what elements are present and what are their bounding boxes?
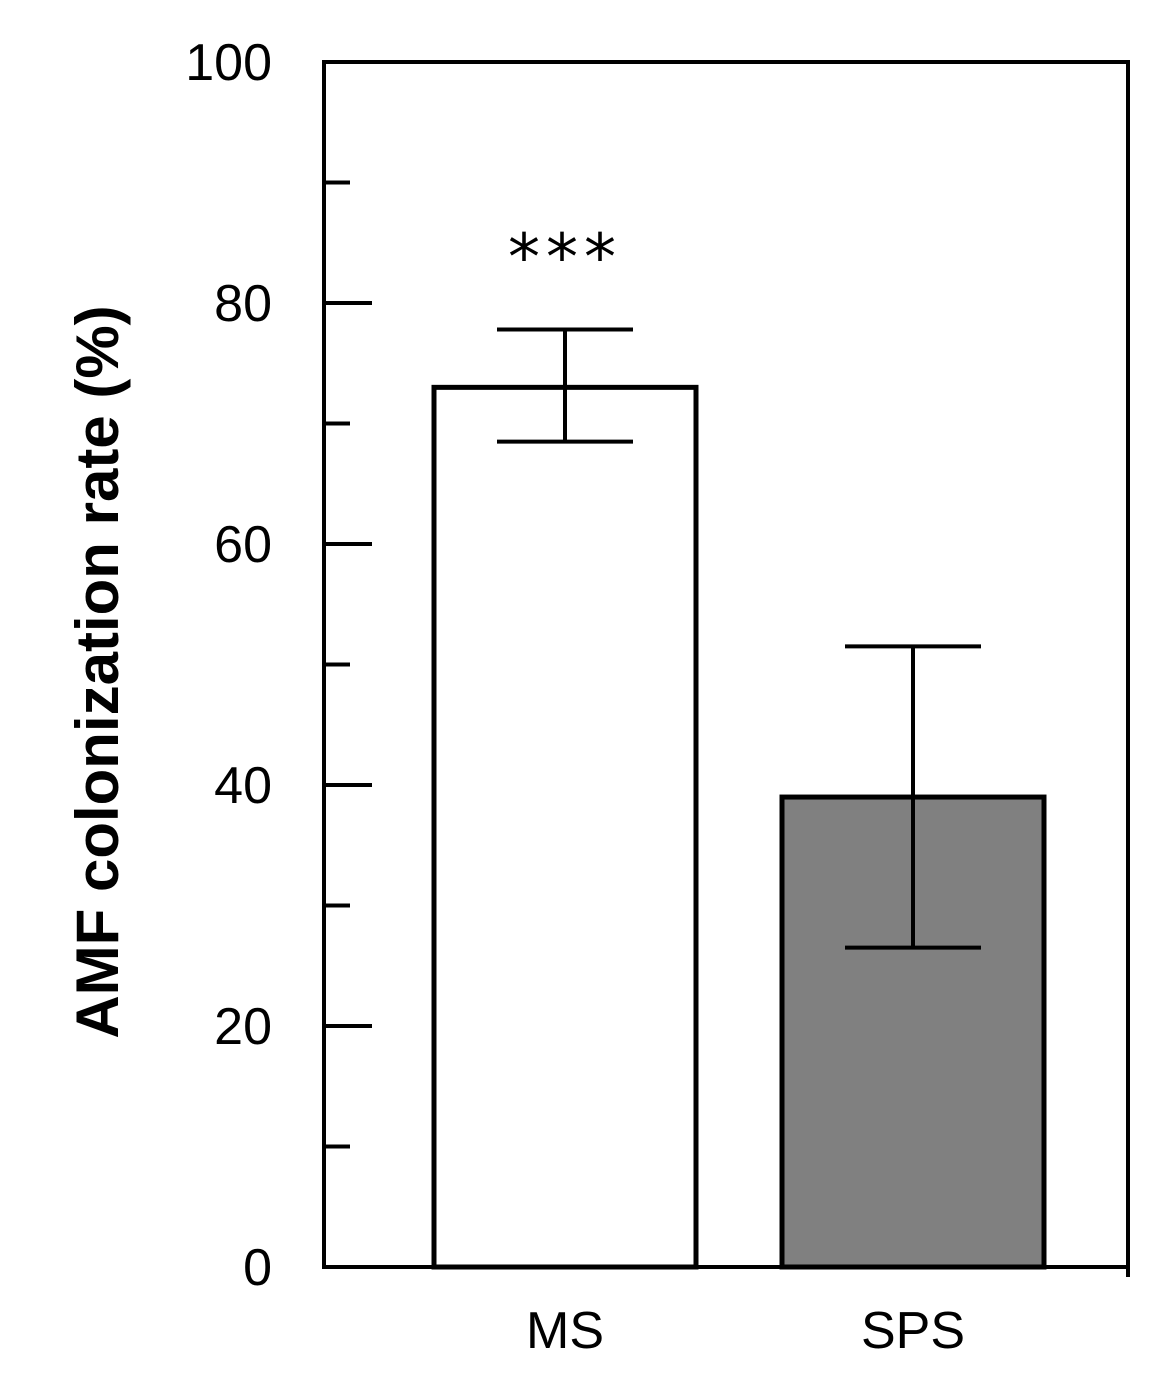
significance-marker: *** [508, 222, 622, 296]
significance-annotations: *** [508, 222, 622, 296]
bars [431, 384, 1047, 1270]
y-tick-label: 80 [214, 275, 272, 333]
y-tick-label: 60 [214, 516, 272, 574]
y-tick-label: 0 [243, 1239, 272, 1297]
y-tick-label: 100 [185, 34, 272, 92]
y-tick-label: 40 [214, 757, 272, 815]
bar-ms [431, 384, 699, 1270]
x-axis-category-labels: MS SPS [526, 1302, 965, 1360]
y-axis-ticks: 0 20 40 60 80 100 [185, 34, 372, 1297]
x-tick-label-sps: SPS [861, 1302, 965, 1360]
y-tick-label: 20 [214, 998, 272, 1056]
x-tick-label-ms: MS [526, 1302, 604, 1360]
error-bars [497, 327, 981, 950]
y-axis-label: AMF colonization rate (%) [64, 305, 131, 1038]
